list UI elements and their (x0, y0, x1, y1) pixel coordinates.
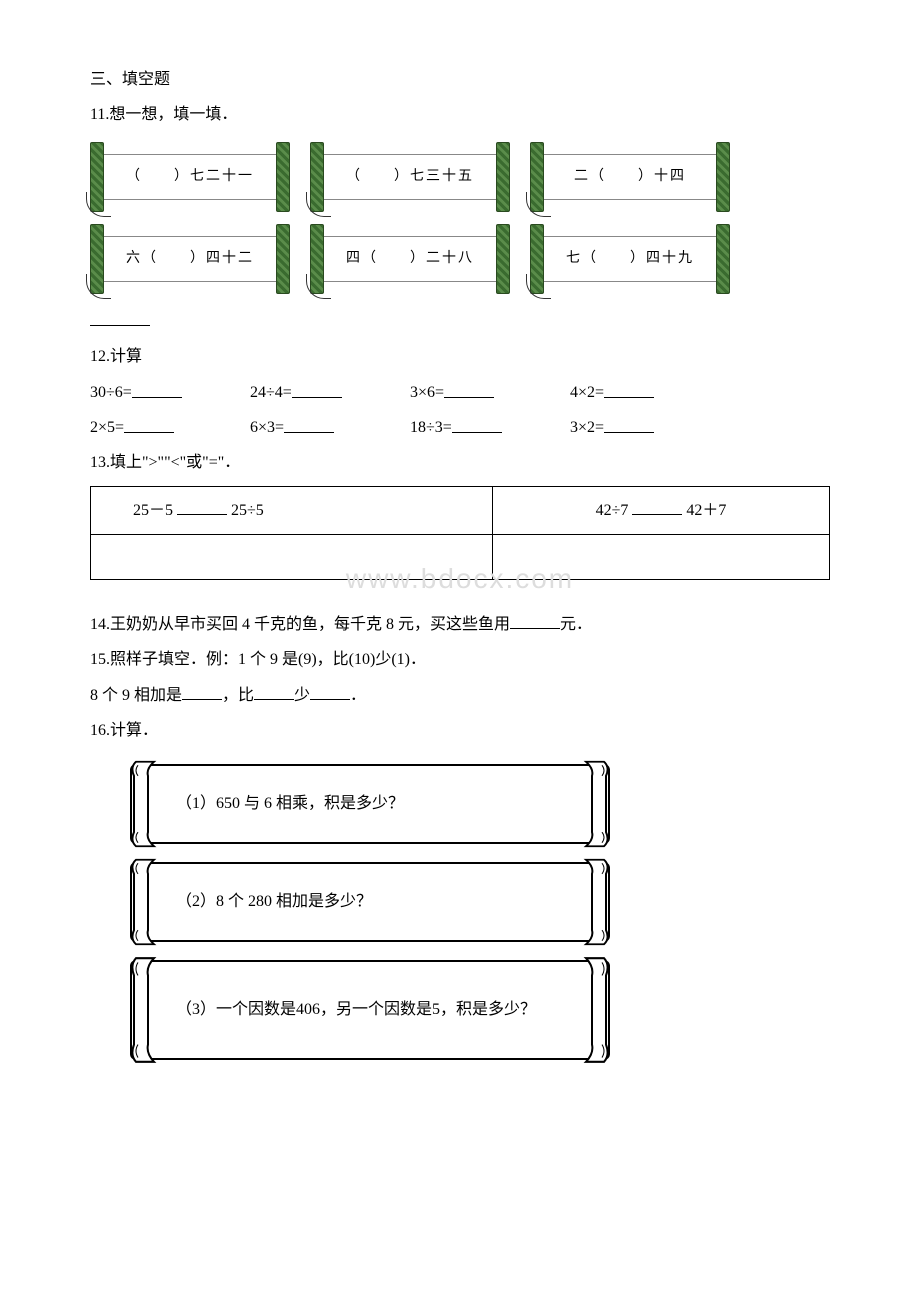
eq-text: 3×2= (570, 420, 604, 437)
scroll-item: （ ）七三十五 (310, 142, 510, 212)
qscroll-body: （3）一个因数是406，另一个因数是5，积是多少？ (130, 960, 610, 1060)
q16-item-text: （2）8 个 280 相加是多少？ (176, 888, 372, 917)
scroll-text: （ ）七二十一 (104, 154, 276, 200)
eq-text: 3×6= (410, 385, 444, 402)
q15-seg-b: ，比 (222, 687, 254, 704)
scroll-roll-left-icon (128, 760, 162, 848)
answer-blank (284, 412, 334, 432)
eq-cell: 24÷4= (250, 377, 410, 408)
eq-text: 18÷3= (410, 420, 452, 437)
scroll-bar-icon (716, 224, 730, 294)
q16-item-text: （1）650 与 6 相乘，积是多少？ (176, 790, 404, 819)
q13-empty-cell (492, 535, 829, 580)
q16-scroll-2: （2）8 个 280 相加是多少？ (130, 862, 610, 942)
scroll-item: 二（ ）十四 (530, 142, 730, 212)
eq-text: 2×5= (90, 420, 124, 437)
answer-blank (444, 377, 494, 397)
section-heading: 三、填空题 (90, 66, 830, 95)
answer-blank (124, 412, 174, 432)
q16-stem: 16.计算． (90, 717, 830, 746)
cmp-right: 25÷5 (231, 502, 264, 519)
q15-line2: 8 个 9 相加是 ，比 少 ． (90, 680, 830, 711)
scroll-bar-icon (276, 142, 290, 212)
scroll-string-icon (522, 274, 552, 314)
q11-scrolls-row1: （ ）七二十一 （ ）七三十五 二（ ）十四 (90, 142, 830, 212)
q14-prefix: 14.王奶奶从早市买回 4 千克的鱼，每千克 8 元，买这些鱼用 (90, 616, 510, 633)
scroll-bar-icon (276, 224, 290, 294)
q13-cell-2: 42÷7 42＋7 (492, 487, 829, 535)
q13-table: 25－5 25÷5 42÷7 42＋7 (90, 486, 830, 580)
q13-stem: 13.填上">""<"或"="． (90, 449, 830, 478)
cmp-right: 42＋7 (686, 502, 726, 519)
scroll-bar-icon (716, 142, 730, 212)
q13-cell-1: 25－5 25÷5 (91, 487, 493, 535)
answer-blank (292, 377, 342, 397)
q11-answer-blank (90, 306, 830, 337)
scroll-string-icon (302, 274, 332, 314)
eq-cell: 3×2= (570, 412, 730, 443)
eq-cell: 2×5= (90, 412, 250, 443)
scroll-item: 四（ ）二十八 (310, 224, 510, 294)
q14-suffix: 元． (560, 616, 592, 633)
scroll-bar-icon (496, 224, 510, 294)
cmp-left: 42÷7 (596, 502, 629, 519)
answer-blank (132, 377, 182, 397)
eq-text: 4×2= (570, 385, 604, 402)
scroll-text: 六（ ）四十二 (104, 236, 276, 282)
scroll-roll-left-icon (128, 858, 162, 946)
eq-text: 30÷6= (90, 385, 132, 402)
eq-text: 24÷4= (250, 385, 292, 402)
scroll-string-icon (82, 274, 112, 314)
scroll-item: 六（ ）四十二 (90, 224, 290, 294)
qscroll-body: （1）650 与 6 相乘，积是多少？ (130, 764, 610, 844)
q15-seg-a: 8 个 9 相加是 (90, 687, 182, 704)
answer-blank (254, 680, 294, 700)
scroll-roll-right-icon (578, 760, 612, 848)
scroll-roll-right-icon (578, 858, 612, 946)
scroll-item: （ ）七二十一 (90, 142, 290, 212)
q14-line: 14.王奶奶从早市买回 4 千克的鱼，每千克 8 元，买这些鱼用 元． (90, 609, 830, 640)
q12-row2: 2×5= 6×3= 18÷3= 3×2= (90, 412, 830, 443)
eq-cell: 18÷3= (410, 412, 570, 443)
answer-blank (604, 377, 654, 397)
q16-scroll-3: （3）一个因数是406，另一个因数是5，积是多少？ (130, 960, 610, 1060)
q15-seg-c: 少 (294, 687, 310, 704)
q13-empty-cell (91, 535, 493, 580)
q15-line1: 15.照样子填空．例：1 个 9 是(9)，比(10)少(1)． (90, 646, 830, 675)
cmp-blank (177, 495, 227, 515)
eq-cell: 4×2= (570, 377, 730, 408)
eq-cell: 6×3= (250, 412, 410, 443)
qscroll-body: （2）8 个 280 相加是多少？ (130, 862, 610, 942)
answer-blank (310, 680, 350, 700)
q12-stem: 12.计算 (90, 343, 830, 372)
q11-stem: 11.想一想，填一填． (90, 101, 830, 130)
q15-seg-d: ． (350, 687, 366, 704)
eq-cell: 30÷6= (90, 377, 250, 408)
scroll-text: 二（ ）十四 (544, 154, 716, 200)
scroll-roll-left-icon (128, 956, 162, 1064)
scroll-text: 四（ ）二十八 (324, 236, 496, 282)
answer-blank (182, 680, 222, 700)
answer-blank (604, 412, 654, 432)
answer-blank (452, 412, 502, 432)
eq-text: 6×3= (250, 420, 284, 437)
scroll-roll-right-icon (578, 956, 612, 1064)
scroll-bar-icon (496, 142, 510, 212)
q11-scrolls-row2: 六（ ）四十二 四（ ）二十八 七（ ）四十九 (90, 224, 830, 294)
q16-item-text: （3）一个因数是406，另一个因数是5，积是多少？ (176, 996, 536, 1025)
answer-blank (510, 609, 560, 629)
scroll-text: 七（ ）四十九 (544, 236, 716, 282)
cmp-blank (632, 495, 682, 515)
eq-cell: 3×6= (410, 377, 570, 408)
q12-row1: 30÷6= 24÷4= 3×6= 4×2= (90, 377, 830, 408)
scroll-text: （ ）七三十五 (324, 154, 496, 200)
cmp-left: 25－5 (133, 502, 173, 519)
q16-scroll-1: （1）650 与 6 相乘，积是多少？ (130, 764, 610, 844)
scroll-item: 七（ ）四十九 (530, 224, 730, 294)
